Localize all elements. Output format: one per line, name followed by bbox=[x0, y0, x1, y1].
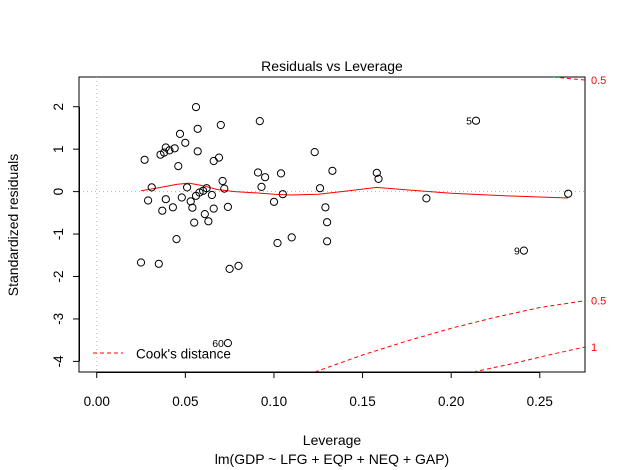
data-point bbox=[328, 166, 337, 175]
data-point bbox=[218, 176, 227, 186]
data-point bbox=[158, 206, 167, 215]
data-point bbox=[174, 162, 183, 171]
point-labels-group: 5 9 60 bbox=[212, 116, 520, 350]
y-tick-label: -3 bbox=[51, 313, 66, 325]
data-point bbox=[261, 173, 270, 182]
cooks-contour-label-2: 1 bbox=[591, 342, 597, 354]
data-point bbox=[422, 194, 431, 203]
cooks-contour-1 bbox=[314, 300, 585, 372]
data-point bbox=[216, 120, 225, 130]
plot-border bbox=[78, 76, 586, 373]
plot-frame bbox=[78, 76, 586, 373]
data-point bbox=[144, 196, 153, 205]
data-point bbox=[257, 182, 266, 191]
x-tick-label: 0.25 bbox=[527, 394, 553, 409]
data-point bbox=[209, 156, 218, 166]
data-point bbox=[191, 103, 201, 112]
data-point bbox=[321, 203, 330, 212]
data-point bbox=[255, 117, 264, 126]
chart-title: Residuals vs Leverage bbox=[261, 58, 403, 74]
x-tick-label: 0.15 bbox=[349, 394, 375, 409]
data-point bbox=[234, 261, 243, 270]
cooks-contour-label-1: 0.5 bbox=[591, 296, 606, 308]
cooks-distance-contours: 0.5 0.5 1 bbox=[314, 75, 606, 372]
data-point bbox=[223, 339, 232, 348]
data-point bbox=[225, 264, 234, 273]
y-axis: -4 -3 -2 -1 0 1 2 bbox=[51, 103, 80, 367]
cooks-contour-0 bbox=[548, 77, 585, 81]
legend-label: Cook's distance bbox=[136, 347, 231, 362]
data-point bbox=[287, 233, 296, 242]
x-axis-label: Leverage bbox=[303, 432, 362, 448]
data-point bbox=[564, 189, 573, 198]
cooks-contour-label-0: 0.5 bbox=[591, 75, 606, 87]
data-point bbox=[175, 129, 185, 138]
y-tick-label: -1 bbox=[51, 228, 66, 240]
smooth-line-group bbox=[140, 182, 569, 199]
data-point bbox=[207, 190, 216, 200]
data-point bbox=[172, 235, 181, 244]
data-point bbox=[209, 204, 218, 213]
data-point bbox=[204, 217, 213, 226]
data-point bbox=[374, 174, 383, 183]
y-axis-label: Standardized residuals bbox=[5, 154, 21, 296]
point-label-5: 5 bbox=[466, 116, 472, 128]
data-point bbox=[253, 168, 263, 177]
data-point bbox=[471, 116, 481, 125]
data-point bbox=[278, 190, 287, 199]
y-tick-label: -2 bbox=[51, 270, 66, 282]
data-point bbox=[136, 258, 146, 267]
x-tick-label: 0.20 bbox=[438, 394, 464, 409]
data-point bbox=[165, 146, 174, 155]
data-point bbox=[183, 183, 192, 192]
y-tick-label: 2 bbox=[51, 103, 66, 111]
data-point bbox=[323, 237, 332, 246]
data-point bbox=[154, 259, 163, 268]
data-point bbox=[186, 197, 195, 206]
data-point bbox=[269, 197, 279, 206]
data-point bbox=[315, 184, 325, 193]
legend: Cook's distance bbox=[93, 347, 231, 362]
cooks-contour-2 bbox=[473, 346, 585, 372]
smooth-line bbox=[140, 182, 569, 199]
data-point bbox=[140, 155, 149, 164]
data-point bbox=[372, 168, 381, 177]
data-point bbox=[188, 203, 197, 212]
data-point bbox=[323, 218, 332, 227]
y-tick-label: 1 bbox=[51, 145, 66, 153]
data-point bbox=[161, 195, 170, 204]
data-point bbox=[170, 144, 179, 153]
data-point bbox=[193, 124, 202, 133]
data-point bbox=[519, 246, 529, 255]
data-point bbox=[181, 138, 190, 147]
data-point bbox=[168, 203, 177, 212]
data-point bbox=[310, 148, 319, 157]
data-point bbox=[220, 184, 229, 193]
x-tick-label: 0.05 bbox=[172, 394, 198, 409]
data-point bbox=[147, 183, 156, 192]
x-tick-label: 0.10 bbox=[261, 394, 287, 409]
x-tick-label: 0.00 bbox=[84, 394, 110, 409]
subtitle: lm(GDP ~ LFG + EQP + NEQ + GAP) bbox=[215, 451, 449, 467]
point-label-9: 9 bbox=[514, 246, 520, 258]
data-point bbox=[273, 238, 282, 248]
data-point bbox=[177, 193, 186, 202]
data-point bbox=[193, 147, 202, 156]
data-point bbox=[214, 153, 224, 162]
reference-lines bbox=[79, 77, 585, 372]
data-point bbox=[276, 169, 286, 178]
data-point bbox=[223, 202, 232, 211]
points-group bbox=[136, 103, 573, 348]
data-point bbox=[160, 148, 169, 157]
data-point bbox=[202, 184, 211, 193]
data-point bbox=[200, 210, 209, 219]
y-tick-label: -4 bbox=[51, 355, 66, 367]
y-tick-label: 0 bbox=[51, 188, 66, 196]
data-point bbox=[190, 218, 199, 227]
x-axis: 0.00 0.05 0.10 0.15 0.20 0.25 bbox=[84, 372, 553, 409]
point-label-60: 60 bbox=[212, 338, 224, 350]
